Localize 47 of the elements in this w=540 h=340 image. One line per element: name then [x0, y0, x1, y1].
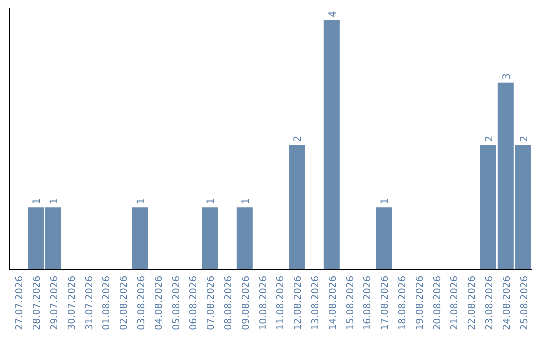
x-tick-label: 01.08.2026 [102, 276, 113, 330]
bar [132, 208, 149, 270]
x-tick-label: 31.07.2026 [84, 276, 96, 330]
x-tick-label: 30.07.2026 [66, 276, 78, 330]
x-tick-label: 29.07.2026 [50, 276, 60, 330]
x-tick-label: 15.08.2026 [345, 276, 356, 330]
x-tick-label: 20.08.2026 [432, 276, 444, 330]
data-label: 1 [50, 198, 60, 205]
data-label: 2 [484, 136, 496, 142]
x-tick-label: 05.08.2026 [171, 276, 182, 330]
x-tick-label: 03.08.2026 [136, 276, 148, 330]
x-tick-label: 21.08.2026 [450, 276, 461, 330]
data-label: 1 [32, 198, 44, 205]
x-tick-label: 25.08.2026 [519, 276, 530, 330]
x-tick-label: 23.08.2026 [484, 276, 496, 330]
x-tick-label: 17.08.2026 [380, 276, 392, 330]
x-tick-label: 27.07.2026 [14, 276, 26, 330]
data-label: 4 [328, 11, 339, 18]
data-label: 3 [502, 73, 513, 80]
x-tick-label: 12.08.2026 [293, 276, 304, 330]
x-tick-label: 18.08.2026 [398, 276, 408, 330]
data-label: 1 [206, 198, 218, 205]
bar [289, 145, 306, 270]
x-tick-label: 08.08.2026 [224, 276, 234, 330]
bar [324, 20, 340, 270]
data-label: 2 [293, 136, 304, 142]
x-tick-label: 19.08.2026 [414, 276, 426, 330]
x-tick-label: 06.08.2026 [188, 276, 200, 330]
x-tick-label: 09.08.2026 [240, 276, 252, 330]
x-tick-label: 22.08.2026 [467, 276, 478, 330]
x-tick-label: 28.07.2026 [32, 276, 44, 330]
bar [376, 208, 392, 270]
x-tick-label: 24.08.2026 [502, 276, 513, 330]
x-tick-label: 14.08.2026 [328, 276, 339, 330]
x-tick-label: 11.08.2026 [276, 276, 287, 330]
data-label: 2 [519, 136, 530, 142]
x-tick-label: 07.08.2026 [206, 276, 218, 330]
bar [202, 208, 218, 270]
bar [236, 208, 253, 270]
data-label: 1 [136, 198, 148, 205]
x-tick-label: 10.08.2026 [258, 276, 270, 330]
x-tick-label: 16.08.2026 [362, 276, 374, 330]
x-tick-label: 04.08.2026 [154, 276, 165, 330]
x-tick-label: 13.08.2026 [310, 276, 322, 330]
data-label: 1 [380, 198, 392, 205]
x-tick-label: 02.08.2026 [119, 276, 130, 330]
data-label: 1 [240, 198, 252, 205]
